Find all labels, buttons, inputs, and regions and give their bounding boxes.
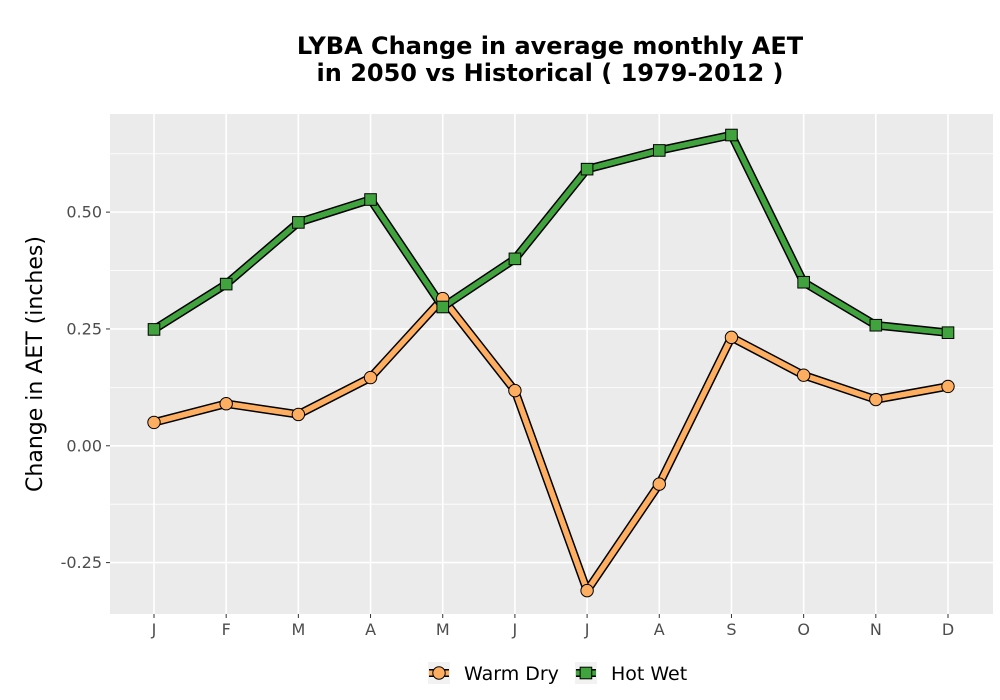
axes: -0.25 0.00 0.25 0.50 J F M A M J J A S O N D bbox=[61, 203, 955, 639]
legend: Warm Dry Hot Wet bbox=[428, 662, 687, 685]
series-line bbox=[151, 132, 951, 336]
plot-panel bbox=[110, 114, 993, 614]
series-layer bbox=[147, 128, 955, 598]
series-line bbox=[151, 295, 951, 594]
y-tick-label: 0.50 bbox=[66, 203, 102, 222]
y-tick-label: -0.25 bbox=[61, 553, 102, 572]
legend-label: Warm Dry bbox=[464, 663, 559, 685]
data-point bbox=[652, 477, 666, 491]
data-point bbox=[869, 318, 883, 332]
x-tick-label: J bbox=[584, 620, 590, 639]
x-tick-label: M bbox=[436, 620, 450, 639]
data-point bbox=[436, 300, 450, 314]
x-tick-label: A bbox=[654, 620, 665, 639]
data-point bbox=[580, 162, 594, 176]
y-tick-label: 0.25 bbox=[66, 319, 102, 338]
x-tick-label: J bbox=[151, 620, 157, 639]
data-point bbox=[941, 326, 955, 339]
data-point bbox=[797, 275, 810, 289]
x-tick-label: A bbox=[365, 620, 376, 639]
x-tick-label: D bbox=[942, 620, 954, 639]
y-axis-label: Change in AET (inches) bbox=[23, 236, 48, 492]
data-point bbox=[652, 144, 666, 157]
x-tick-label: J bbox=[512, 620, 518, 639]
data-point bbox=[796, 368, 811, 382]
x-tick-label: O bbox=[797, 620, 810, 639]
data-point bbox=[941, 379, 955, 394]
data-point bbox=[508, 252, 522, 266]
x-tick-label: S bbox=[726, 620, 736, 639]
data-point bbox=[291, 407, 306, 422]
x-tick-label: F bbox=[222, 620, 231, 639]
data-point bbox=[219, 277, 233, 291]
data-point bbox=[292, 216, 305, 229]
data-point bbox=[725, 128, 738, 142]
data-point bbox=[869, 392, 883, 407]
data-point bbox=[363, 370, 378, 385]
data-point bbox=[508, 383, 522, 398]
legend-marker bbox=[579, 666, 593, 680]
y-tick-label: 0.00 bbox=[66, 436, 102, 455]
chart-title-line-2: in 2050 vs Historical ( 1979-2012 ) bbox=[316, 59, 784, 87]
data-point bbox=[364, 193, 377, 206]
legend-marker bbox=[432, 666, 446, 680]
legend-label: Hot Wet bbox=[611, 663, 687, 685]
x-tick-label: N bbox=[870, 620, 882, 639]
data-point bbox=[147, 415, 161, 430]
x-tick-label: M bbox=[291, 620, 305, 639]
data-point bbox=[147, 323, 161, 336]
data-point bbox=[580, 583, 594, 598]
chart-title-line-1: LYBA Change in average monthly AET bbox=[296, 32, 804, 60]
data-point bbox=[219, 397, 233, 411]
data-point bbox=[724, 330, 739, 345]
